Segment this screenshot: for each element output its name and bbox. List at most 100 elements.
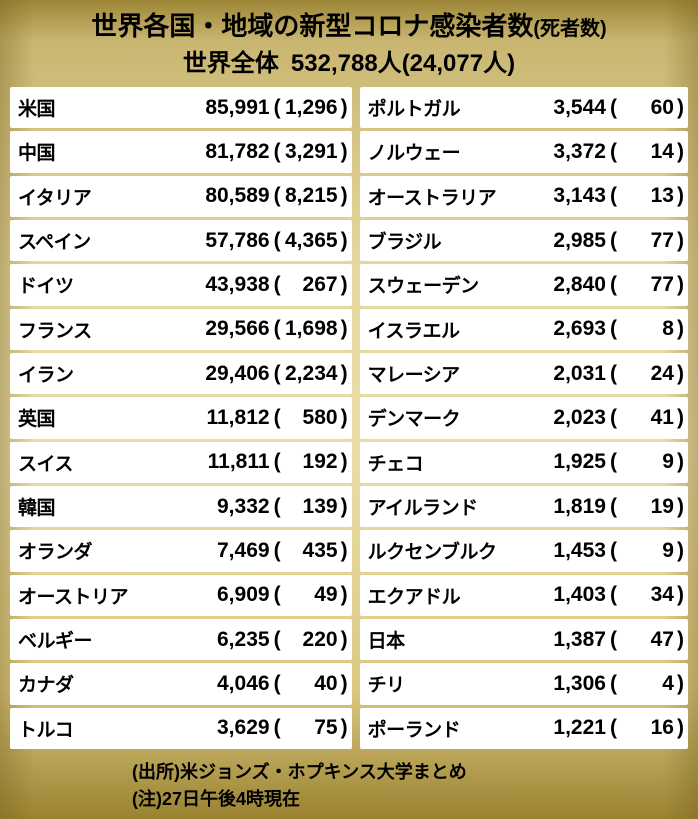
table-row: 英国 11,812(580) — [10, 397, 352, 439]
deaths-paren: (16) — [606, 716, 684, 740]
source-note: (出所)米ジョンズ・ホプキンス大学まとめ — [132, 762, 467, 782]
paren-open: ( — [609, 405, 617, 429]
country-name: 日本 — [367, 631, 406, 653]
deaths-paren: (24) — [606, 362, 684, 386]
title-main: 世界各国・地域の新型コロナ感染者数 — [91, 11, 534, 41]
deaths-paren: (8,215) — [270, 184, 348, 208]
country-name: カナダ — [18, 675, 74, 697]
cases-value: 80,589 — [205, 184, 270, 208]
country-name: ベルギー — [18, 631, 93, 653]
table-row: チリ 1,306(4) — [359, 663, 688, 705]
cases-value: 3,629 — [217, 716, 270, 740]
deaths-paren: (435) — [270, 539, 348, 563]
paren-open: ( — [273, 139, 281, 163]
paren-open: ( — [609, 228, 617, 252]
table-row: マレーシア 2,031(24) — [359, 352, 688, 395]
deaths-paren: (139) — [270, 495, 348, 519]
deaths-paren: (1,698) — [270, 317, 348, 341]
deaths-paren: (19) — [606, 495, 684, 519]
asof-note: (注)27日午後4時現在 — [132, 789, 301, 809]
table-row: オーストリア 6,909(49) — [10, 574, 352, 616]
paren-close: ) — [676, 361, 684, 385]
country-table: 米国 85,991(1,296) 中国 81,782(3,291) イタリア 80,589… — [0, 80, 698, 749]
deaths-paren: (60) — [606, 96, 684, 120]
cases-value: 2,985 — [553, 228, 606, 252]
table-row: ブラジル 2,985(77) — [359, 219, 688, 262]
world-total-deaths: (24,077人) — [401, 50, 516, 77]
deaths-value: 2,234 — [285, 361, 338, 385]
paren-close: ) — [676, 139, 684, 163]
deaths-paren: (47) — [606, 628, 684, 652]
table-row: エクアドル 1,403(34) — [359, 574, 688, 616]
deaths-paren: (220) — [270, 628, 348, 652]
country-name: イタリア — [18, 187, 92, 209]
deaths-value: 77 — [650, 272, 674, 296]
cases-value: 85,991 — [205, 95, 270, 119]
world-total-cases: 532,788人 — [290, 50, 402, 77]
deaths-value: 77 — [650, 228, 674, 252]
cases-value: 29,566 — [205, 317, 270, 341]
paren-close: ) — [676, 716, 684, 740]
paren-close: ) — [676, 583, 684, 607]
paren-close: ) — [340, 228, 348, 252]
deaths-value: 41 — [650, 405, 674, 429]
paren-close: ) — [340, 538, 348, 562]
paren-close: ) — [676, 627, 684, 651]
deaths-value: 8 — [662, 317, 674, 341]
footer: (出所)米ジョンズ・ホプキンス大学まとめ (注)27日午後4時現在 — [0, 749, 698, 813]
deaths-value: 19 — [650, 494, 674, 518]
country-name: オーストラリア — [367, 187, 497, 209]
paren-close: ) — [676, 184, 684, 208]
deaths-value: 75 — [314, 716, 338, 740]
deaths-value: 34 — [650, 583, 674, 607]
deaths-paren: (77) — [606, 273, 684, 297]
paren-close: ) — [340, 716, 348, 740]
deaths-paren: (41) — [606, 406, 684, 430]
cases-value: 3,372 — [553, 139, 606, 163]
table-row: スペイン 57,786(4,365) — [10, 219, 352, 262]
cases-value: 1,306 — [553, 671, 606, 695]
deaths-value: 1,698 — [285, 317, 338, 341]
deaths-value: 1,296 — [285, 95, 338, 119]
deaths-paren: (192) — [270, 450, 348, 474]
country-name: ドイツ — [18, 276, 74, 298]
paren-close: ) — [676, 317, 684, 341]
deaths-value: 192 — [302, 450, 338, 474]
table-row: 日本 1,387(47) — [359, 618, 688, 661]
deaths-paren: (2,234) — [270, 362, 348, 386]
paren-open: ( — [609, 272, 617, 296]
paren-close: ) — [340, 494, 348, 518]
paren-open: ( — [273, 317, 281, 341]
cases-value: 81,782 — [205, 139, 270, 163]
country-name: ポルトガル — [367, 99, 461, 121]
deaths-value: 8,215 — [285, 184, 338, 208]
paren-open: ( — [609, 361, 617, 385]
cases-value: 11,811 — [207, 450, 270, 474]
cases-value: 1,221 — [553, 716, 606, 740]
table-row: イラン 29,406(2,234) — [10, 352, 352, 395]
paren-close: ) — [340, 627, 348, 651]
deaths-paren: (9) — [606, 450, 684, 474]
deaths-value: 435 — [302, 538, 338, 562]
deaths-value: 267 — [302, 272, 338, 296]
table-row: オーストラリア 3,143(13) — [359, 175, 688, 217]
paren-open: ( — [273, 272, 281, 296]
table-row: 中国 81,782(3,291) — [10, 131, 352, 173]
cases-value: 6,235 — [217, 627, 270, 651]
paren-open: ( — [609, 317, 617, 341]
paren-close: ) — [676, 228, 684, 252]
deaths-value: 16 — [650, 716, 674, 740]
country-name: チェコ — [367, 453, 424, 475]
paren-close: ) — [676, 450, 684, 474]
country-name: 英国 — [18, 409, 56, 431]
country-name: デンマーク — [367, 409, 461, 431]
title-paren: (死者数) — [533, 18, 607, 40]
country-name: チリ — [367, 675, 406, 697]
paren-close: ) — [340, 405, 348, 429]
deaths-paren: (34) — [606, 583, 684, 607]
deaths-value: 24 — [650, 361, 674, 385]
paren-open: ( — [609, 538, 617, 562]
paren-close: ) — [340, 450, 348, 474]
table-row: イタリア 80,589(8,215) — [10, 175, 352, 217]
country-name: オーストリア — [18, 586, 129, 608]
